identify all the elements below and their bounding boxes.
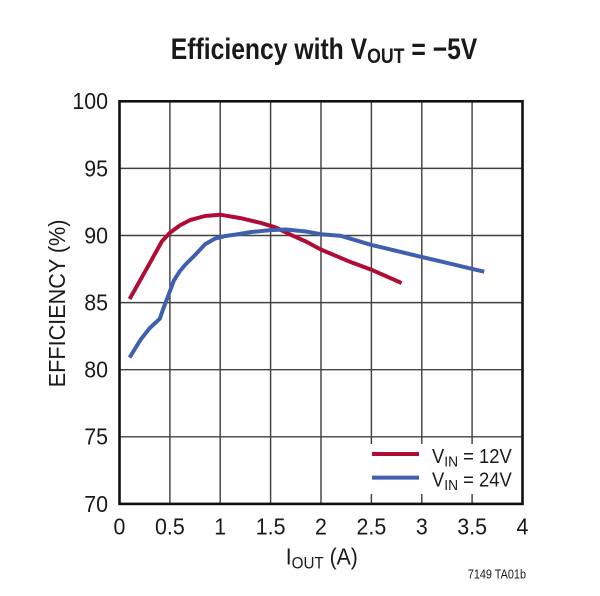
svg-text:3: 3: [416, 514, 428, 540]
svg-text:70: 70: [84, 491, 108, 517]
svg-text:85: 85: [84, 290, 108, 316]
svg-text:EFFICIENCY (%): EFFICIENCY (%): [44, 220, 70, 388]
svg-text:75: 75: [84, 424, 108, 450]
svg-text:4: 4: [517, 514, 529, 540]
svg-text:VIN = 12V: VIN = 12V: [432, 446, 512, 470]
svg-text:2: 2: [315, 514, 327, 540]
svg-text:7149 TA01b: 7149 TA01b: [468, 568, 527, 582]
svg-text:80: 80: [84, 357, 108, 383]
svg-text:0.5: 0.5: [155, 514, 185, 540]
svg-text:0: 0: [114, 514, 126, 540]
svg-text:Efficiency with VOUT = −5V: Efficiency with VOUT = −5V: [171, 32, 478, 69]
svg-text:90: 90: [84, 223, 108, 249]
svg-text:VIN = 24V: VIN = 24V: [432, 470, 512, 494]
svg-text:95: 95: [84, 156, 108, 182]
svg-text:2.5: 2.5: [357, 514, 387, 540]
svg-text:1: 1: [214, 514, 226, 540]
svg-text:100: 100: [72, 88, 108, 114]
svg-text:3.5: 3.5: [457, 514, 487, 540]
svg-text:1.5: 1.5: [256, 514, 286, 540]
